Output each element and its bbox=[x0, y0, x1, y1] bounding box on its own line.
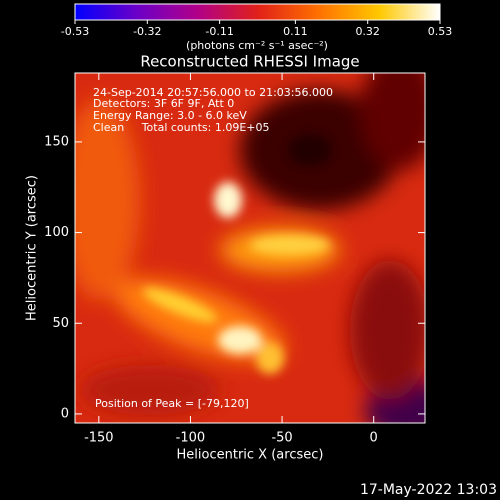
annotation: Detectors: 3F 6F 9F, Att 0 bbox=[93, 97, 234, 110]
colorbar-tick-label: -0.11 bbox=[205, 25, 233, 38]
chart-title: Reconstructed RHESSI Image bbox=[140, 53, 359, 71]
plot-frame bbox=[74, 72, 426, 424]
annotation: 24-Sep-2014 20:57:56.000 to 21:03:56.000 bbox=[93, 86, 333, 99]
y-tick-label: 100 bbox=[44, 225, 69, 240]
annotation: Energy Range: 3.0 - 6.0 keV bbox=[93, 109, 247, 122]
x-tick-label: -50 bbox=[271, 431, 292, 446]
annotation: Clean Total counts: 1.09E+05 bbox=[93, 121, 270, 134]
colorbar-label: (photons cm⁻² s⁻¹ asec⁻²) bbox=[186, 39, 328, 52]
timestamp: 17-May-2022 13:03 bbox=[360, 482, 497, 498]
x-axis-label: Heliocentric X (arcsec) bbox=[177, 448, 324, 463]
y-tick-label: 150 bbox=[44, 134, 69, 149]
colorbar-tick-label: -0.32 bbox=[133, 25, 161, 38]
colorbar-tick-label: -0.53 bbox=[61, 25, 89, 38]
colorbar-tick-label: 0.32 bbox=[355, 25, 380, 38]
image bbox=[75, 73, 425, 423]
y-tick-label: 50 bbox=[52, 316, 69, 331]
x-tick-label: 0 bbox=[370, 431, 378, 446]
y-tick-label: 0 bbox=[61, 406, 69, 421]
colorbar bbox=[74, 3, 441, 21]
y-axis-label: Heliocentric Y (arcsec) bbox=[25, 175, 40, 321]
x-tick-label: -100 bbox=[176, 431, 206, 446]
colorbar-tick-label: 0.11 bbox=[283, 25, 308, 38]
x-tick-label: -150 bbox=[84, 431, 114, 446]
colorbar-tick-label: 0.53 bbox=[428, 25, 453, 38]
peak-label: Position of Peak = [-79,120] bbox=[95, 397, 249, 410]
